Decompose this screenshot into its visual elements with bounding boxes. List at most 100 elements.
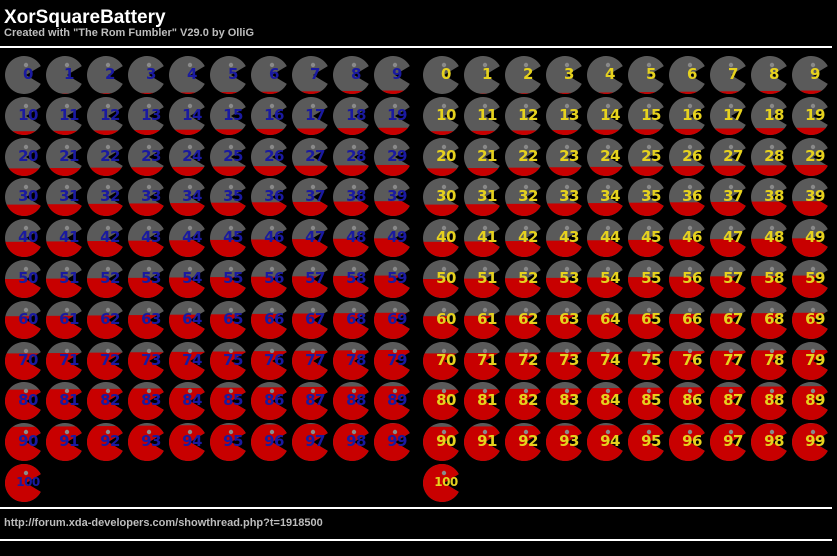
- battery-icon: 65: [627, 300, 667, 340]
- battery-level-label: 98: [346, 432, 366, 450]
- battery-icon: 40: [422, 218, 462, 258]
- battery-level-label: 12: [518, 106, 538, 124]
- battery-icon: 98: [332, 422, 372, 462]
- battery-level-label: 81: [59, 391, 79, 409]
- battery-icon: 99: [791, 422, 831, 462]
- page-subtitle: Created with "The Rom Fumbler" V29.0 by …: [4, 27, 255, 39]
- battery-level-label: 17: [723, 106, 743, 124]
- battery-icon: 78: [332, 341, 372, 381]
- battery-level-label: 4: [605, 65, 615, 83]
- bottom-divider: [0, 507, 832, 509]
- battery-level-label: 49: [387, 228, 407, 246]
- battery-level-label: 100: [16, 475, 40, 489]
- battery-level-label: 65: [223, 310, 243, 328]
- battery-level-label: 64: [600, 310, 620, 328]
- battery-icon: 94: [586, 422, 626, 462]
- battery-level-label: 65: [641, 310, 661, 328]
- battery-icon: 76: [668, 341, 708, 381]
- battery-level-label: 7: [728, 65, 738, 83]
- battery-icon: 61: [45, 300, 85, 340]
- battery-icon: 54: [168, 259, 208, 299]
- battery-level-label: 75: [223, 351, 243, 369]
- battery-level-label: 99: [387, 432, 407, 450]
- battery-level-label: 74: [182, 351, 202, 369]
- battery-icon: 26: [668, 137, 708, 177]
- battery-level-label: 70: [18, 351, 38, 369]
- battery-level-label: 72: [518, 351, 538, 369]
- battery-level-label: 83: [559, 391, 579, 409]
- battery-icon: 36: [668, 177, 708, 217]
- battery-icon: 16: [250, 96, 290, 136]
- battery-level-label: 17: [305, 106, 325, 124]
- battery-icon: 51: [463, 259, 503, 299]
- battery-level-label: 78: [764, 351, 784, 369]
- battery-level-label: 78: [346, 351, 366, 369]
- battery-icon: 80: [422, 381, 462, 421]
- battery-icon: 15: [627, 96, 667, 136]
- battery-level-label: 32: [518, 187, 538, 205]
- battery-level-label: 46: [682, 228, 702, 246]
- battery-level-label: 73: [141, 351, 161, 369]
- battery-level-label: 35: [223, 187, 243, 205]
- battery-level-label: 34: [600, 187, 620, 205]
- battery-level-label: 3: [146, 65, 156, 83]
- battery-level-label: 42: [100, 228, 120, 246]
- battery-level-label: 45: [641, 228, 661, 246]
- battery-level-label: 52: [100, 269, 120, 287]
- battery-icon: 91: [463, 422, 503, 462]
- battery-icon: 14: [168, 96, 208, 136]
- battery-icon: 24: [586, 137, 626, 177]
- battery-level-label: 94: [182, 432, 202, 450]
- battery-level-label: 85: [223, 391, 243, 409]
- battery-level-label: 95: [641, 432, 661, 450]
- battery-icon: 99: [373, 422, 413, 462]
- battery-level-label: 89: [387, 391, 407, 409]
- battery-level-label: 96: [682, 432, 702, 450]
- battery-level-label: 59: [805, 269, 825, 287]
- battery-icon: 84: [168, 381, 208, 421]
- battery-level-label: 14: [600, 106, 620, 124]
- battery-icon: 24: [168, 137, 208, 177]
- footer-link[interactable]: http://forum.xda-developers.com/showthre…: [4, 517, 323, 529]
- battery-icon: 43: [545, 218, 585, 258]
- battery-level-label: 63: [141, 310, 161, 328]
- battery-icon: 41: [463, 218, 503, 258]
- battery-level-label: 55: [641, 269, 661, 287]
- battery-icon: 46: [250, 218, 290, 258]
- battery-icon: 53: [545, 259, 585, 299]
- battery-level-label: 5: [646, 65, 656, 83]
- battery-icon: 90: [4, 422, 44, 462]
- battery-level-label: 6: [687, 65, 697, 83]
- battery-level-label: 84: [600, 391, 620, 409]
- battery-icon: 81: [45, 381, 85, 421]
- battery-icon: 25: [627, 137, 667, 177]
- battery-level-label: 2: [523, 65, 533, 83]
- battery-icon: 64: [168, 300, 208, 340]
- battery-level-label: 91: [59, 432, 79, 450]
- battery-level-label: 48: [764, 228, 784, 246]
- battery-icon: 58: [332, 259, 372, 299]
- battery-level-label: 15: [641, 106, 661, 124]
- battery-level-label: 16: [682, 106, 702, 124]
- battery-icon: 23: [127, 137, 167, 177]
- battery-icon: 82: [504, 381, 544, 421]
- battery-level-label: 12: [100, 106, 120, 124]
- battery-icon: 13: [127, 96, 167, 136]
- battery-icon: 2: [86, 55, 126, 95]
- battery-level-label: 74: [600, 351, 620, 369]
- battery-icon: 83: [545, 381, 585, 421]
- battery-level-label: 13: [559, 106, 579, 124]
- battery-level-label: 51: [59, 269, 79, 287]
- battery-level-label: 96: [264, 432, 284, 450]
- battery-level-label: 34: [182, 187, 202, 205]
- battery-icon: 11: [463, 96, 503, 136]
- battery-icon: 51: [45, 259, 85, 299]
- battery-level-label: 6: [269, 65, 279, 83]
- battery-icon: 68: [332, 300, 372, 340]
- battery-icon: 6: [250, 55, 290, 95]
- battery-level-label: 39: [387, 187, 407, 205]
- battery-level-label: 40: [436, 228, 456, 246]
- battery-icon: 100: [422, 463, 462, 503]
- battery-icon: 54: [586, 259, 626, 299]
- battery-level-label: 31: [477, 187, 497, 205]
